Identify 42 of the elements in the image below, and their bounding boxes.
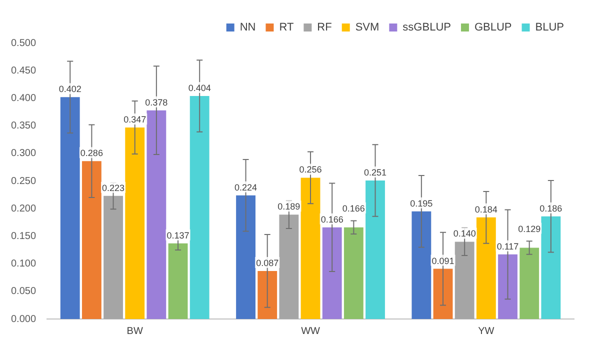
data-label: 0.087 <box>256 258 279 268</box>
data-label: 0.404 <box>188 82 211 93</box>
legend-label: BLUP <box>535 22 564 34</box>
data-label: 0.256 <box>299 164 322 175</box>
data-label: 0.186 <box>540 203 562 214</box>
y-tick-label: 0.100 <box>10 258 36 270</box>
y-tick-label: 0.200 <box>10 203 36 214</box>
data-label: 0.091 <box>432 256 454 266</box>
legend-label: NN <box>240 22 256 34</box>
legend-label: GBLUP <box>474 22 512 34</box>
data-label: 0.224 <box>234 182 258 192</box>
y-tick-label: 0.350 <box>10 120 36 132</box>
data-label: 0.184 <box>474 204 498 214</box>
x-tick-label: BW <box>126 326 144 337</box>
legend-label: RT <box>279 22 294 34</box>
data-label: 0.251 <box>364 167 387 178</box>
data-label: 0.378 <box>145 97 168 108</box>
data-label: 0.286 <box>80 148 103 158</box>
data-label: 0.140 <box>453 228 476 239</box>
legend-label: RF <box>317 22 332 34</box>
y-tick-label: 0.300 <box>10 148 36 160</box>
y-tick-label: 0.450 <box>10 65 36 76</box>
data-label: 0.129 <box>518 224 541 234</box>
data-label: 0.402 <box>58 84 82 94</box>
data-label: 0.166 <box>320 214 344 224</box>
data-label: 0.189 <box>278 202 300 212</box>
y-tick-label: 0.000 <box>10 314 36 325</box>
data-label: 0.166 <box>342 203 365 214</box>
y-tick-label: 0.400 <box>10 92 36 104</box>
data-label: 0.347 <box>124 114 146 124</box>
legend-label: ssGBLUP <box>402 22 451 34</box>
legend-label: SVM <box>355 22 380 34</box>
data-label: 0.195 <box>410 198 433 208</box>
data-label: 0.223 <box>102 182 125 193</box>
x-tick-label: WW <box>301 326 321 337</box>
y-tick-label: 0.500 <box>10 38 36 49</box>
data-label: 0.137 <box>166 230 190 240</box>
x-tick-label: YW <box>478 326 495 337</box>
y-tick-label: 0.150 <box>10 230 36 242</box>
data-label: 0.117 <box>496 241 519 252</box>
y-tick-label: 0.050 <box>10 286 36 298</box>
y-tick-label: 0.250 <box>10 176 36 187</box>
